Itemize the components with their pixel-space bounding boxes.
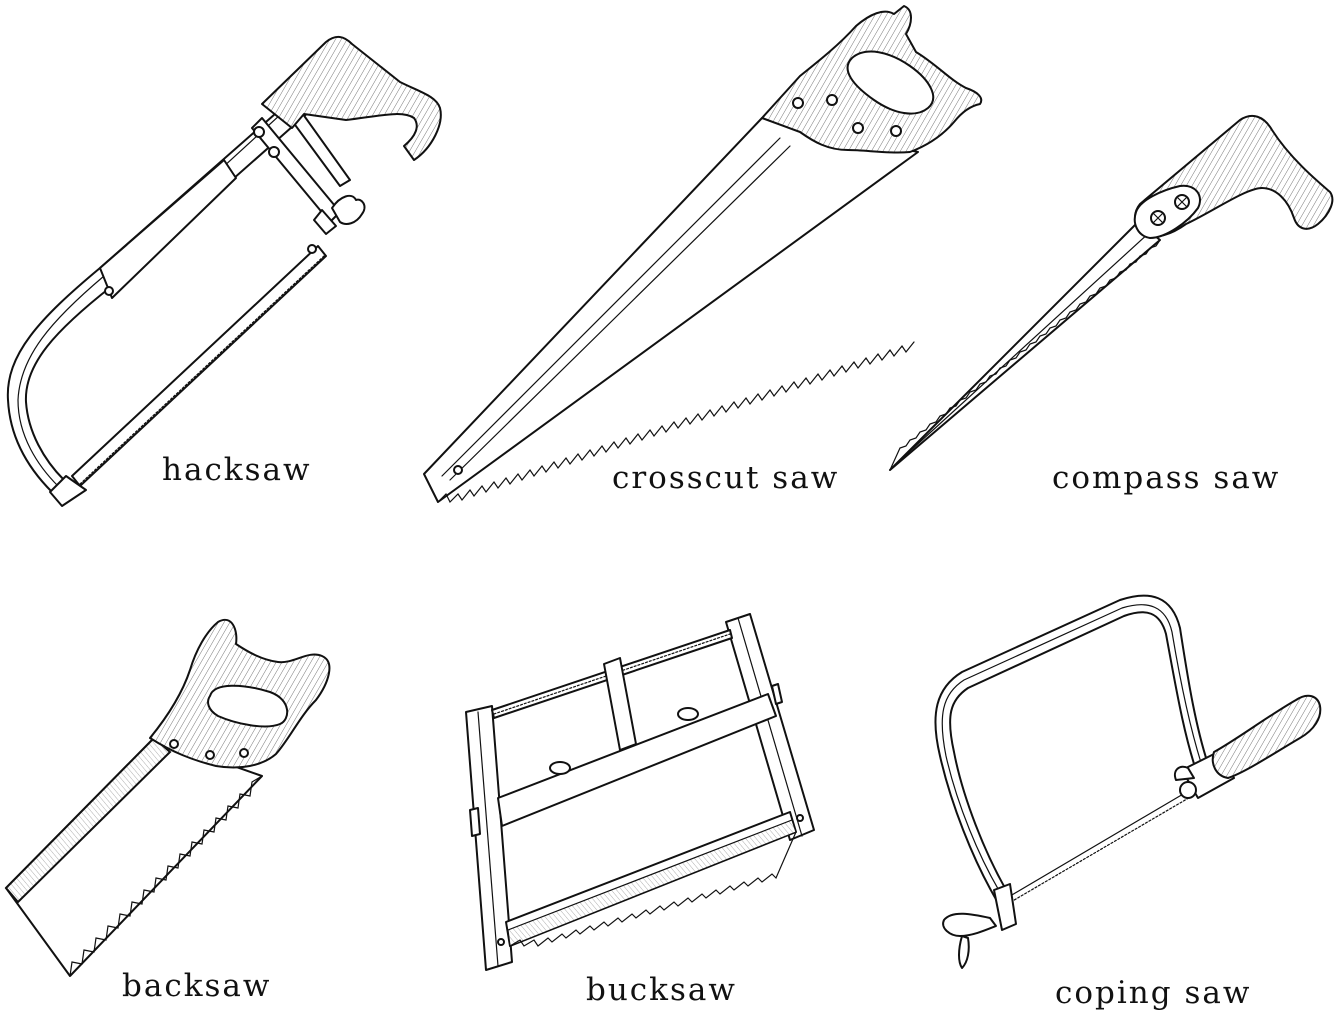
- crosscut-saw-drawing: [423, 5, 983, 504]
- bucksaw-label: bucksaw: [586, 972, 737, 1008]
- compass-saw-label: compass saw: [1052, 460, 1281, 496]
- hacksaw-label: hacksaw: [162, 452, 312, 488]
- compass-saw-drawing: [889, 114, 1334, 471]
- backsaw-drawing: [4, 619, 331, 977]
- coping-saw-label: coping saw: [1055, 975, 1252, 1011]
- coping-saw-drawing: [934, 594, 1322, 969]
- crosscut-saw-label: crosscut saw: [612, 460, 840, 496]
- bucksaw-drawing: [465, 613, 815, 971]
- backsaw-label: backsaw: [122, 968, 272, 1004]
- hacksaw-drawing: [6, 36, 442, 507]
